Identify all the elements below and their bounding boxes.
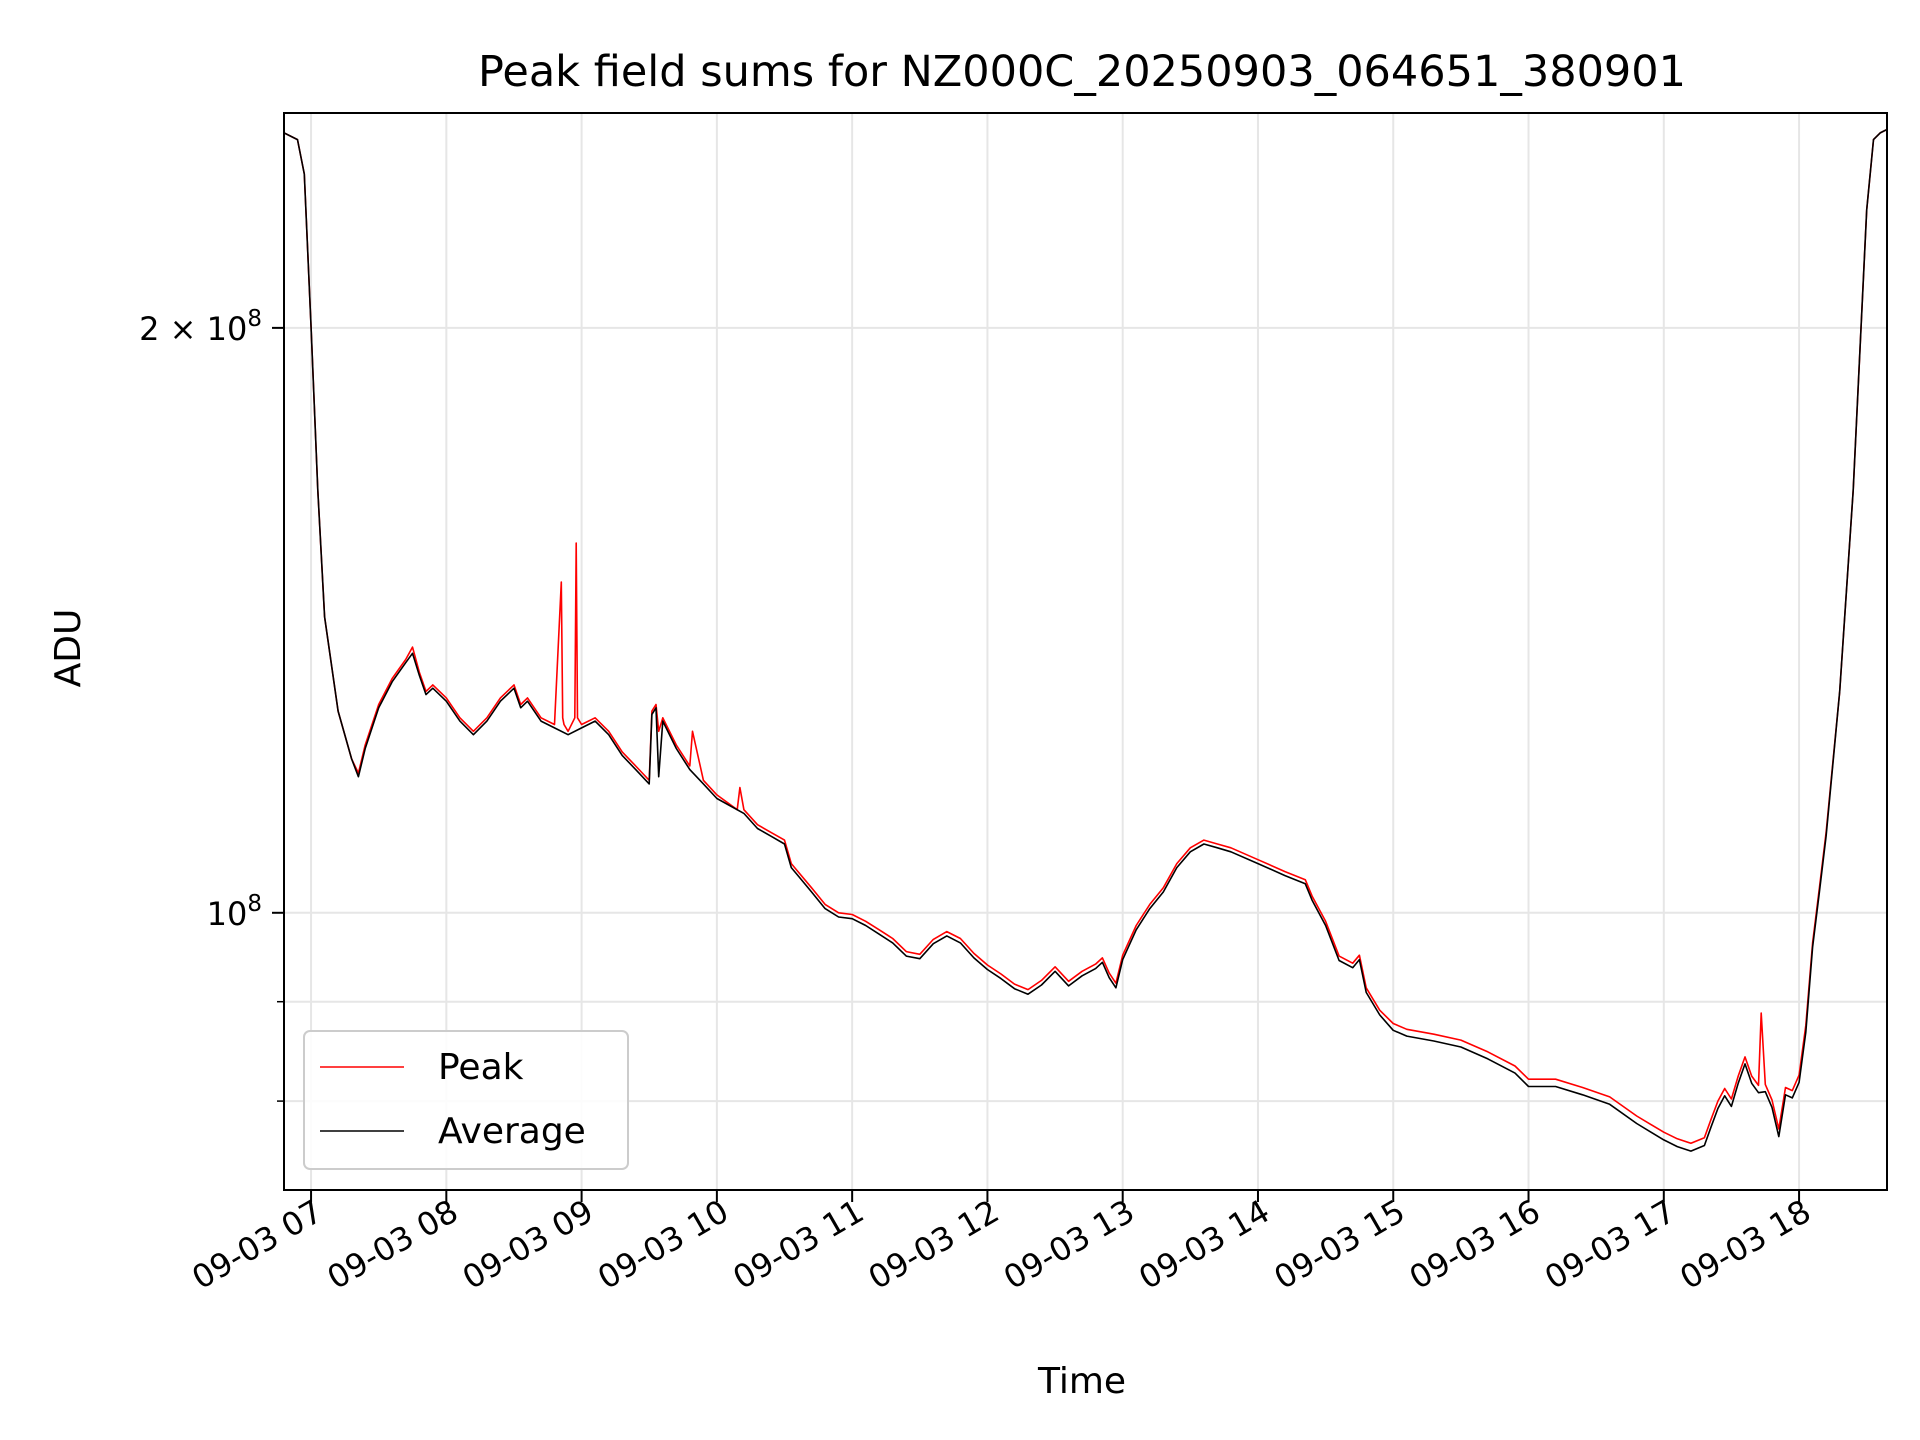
series-line-peak xyxy=(284,128,1887,1145)
series-layer xyxy=(284,128,1887,1152)
x-axis-label: Time xyxy=(1037,1361,1126,1402)
legend-label-average: Average xyxy=(438,1111,586,1152)
chart-title: Peak field sums for NZ000C_20250903_0646… xyxy=(478,47,1686,97)
y-tick-label: 2 × 108 xyxy=(139,306,262,348)
legend-label-peak: Peak xyxy=(438,1047,524,1088)
legend: Peak Average xyxy=(303,1030,629,1170)
legend-box xyxy=(303,1030,629,1170)
grid xyxy=(284,113,1887,1190)
y-tick-label: 108 xyxy=(207,891,262,933)
plot-frame xyxy=(283,112,1888,1191)
y-axis-label: ADU xyxy=(48,609,89,688)
series-line-average xyxy=(284,128,1887,1152)
